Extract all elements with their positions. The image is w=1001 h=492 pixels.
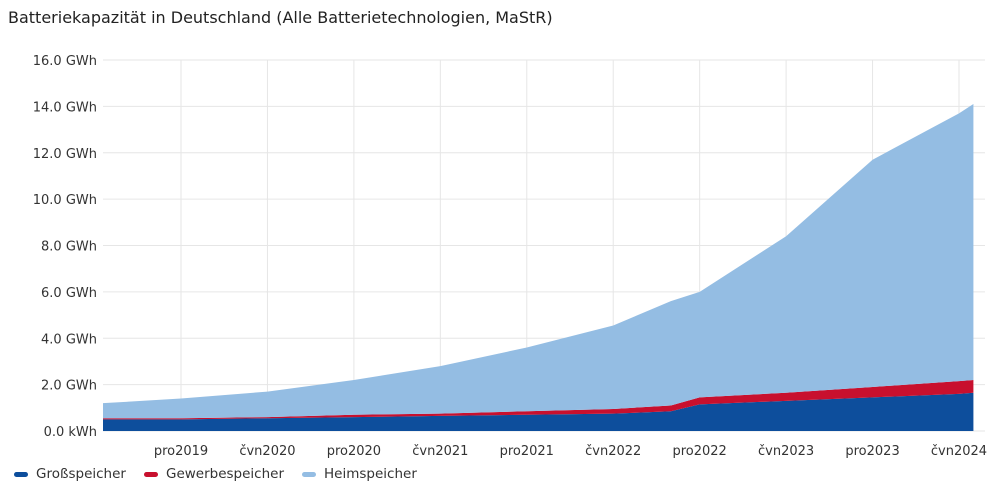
x-tick-label: pro2023 (845, 444, 899, 459)
x-tick-label: pro2022 (672, 444, 726, 459)
legend: Großspeicher Gewerbespeicher Heimspeiche… (14, 466, 417, 482)
legend-item-heimspeicher[interactable]: Heimspeicher (302, 466, 417, 482)
legend-swatch-gewerbespeicher (143, 471, 158, 477)
x-tick-label: pro2020 (327, 444, 381, 459)
legend-label-gewerbespeicher: Gewerbespeicher (165, 466, 285, 482)
y-tick-label: 12.0 GWh (33, 147, 97, 162)
legend-label-heimspeicher: Heimspeicher (324, 466, 417, 482)
legend-swatch-grossspeicher (14, 471, 28, 477)
area-heimspeicher (103, 104, 974, 419)
x-tick-label: pro2019 (154, 444, 208, 459)
area-grossspeicher (103, 392, 974, 431)
y-tick-label: 0.0 kWh (44, 425, 97, 440)
legend-item-gewerbespeicher[interactable]: Gewerbespeicher (143, 466, 285, 482)
y-tick-label: 6.0 GWh (41, 286, 97, 301)
x-tick-label: čvn2024 (931, 444, 987, 459)
y-tick-label: 16.0 GWh (33, 54, 97, 69)
x-tick-label: čvn2023 (758, 444, 814, 459)
chart-title: Batteriekapazität in Deutschland (Alle B… (8, 8, 553, 27)
x-tick-label: čvn2020 (239, 444, 295, 459)
legend-item-grossspeicher[interactable]: Großspeicher (14, 466, 126, 482)
x-tick-label: čvn2021 (412, 444, 468, 459)
area-gewerbespeicher (103, 379, 974, 420)
x-tick-label: pro2021 (500, 444, 554, 459)
y-tick-label: 4.0 GWh (41, 332, 97, 347)
x-tick-label: čvn2022 (585, 444, 641, 459)
y-tick-label: 8.0 GWh (41, 240, 97, 255)
y-tick-label: 2.0 GWh (41, 379, 97, 394)
y-tick-label: 14.0 GWh (33, 100, 97, 115)
y-tick-label: 10.0 GWh (33, 193, 97, 208)
legend-swatch-heimspeicher (302, 471, 317, 477)
legend-label-grossspeicher: Großspeicher (36, 466, 126, 482)
